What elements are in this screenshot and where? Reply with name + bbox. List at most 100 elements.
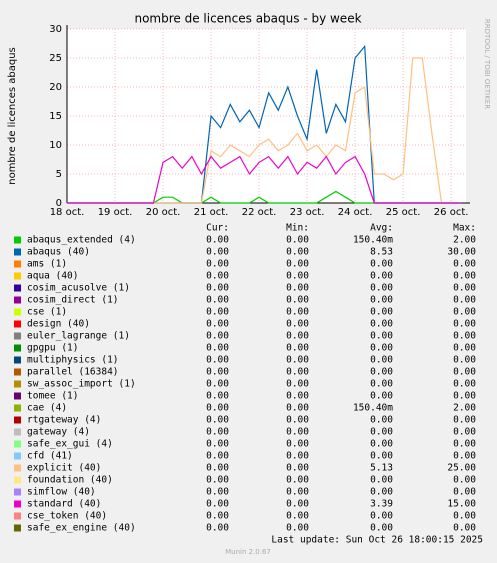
legend-value: 0.00	[286, 319, 309, 330]
legend-value: 0.00	[370, 271, 393, 282]
x-tick-label: 25 oct.	[386, 207, 421, 218]
legend-value: 0.00	[370, 451, 393, 462]
legend-value: 0.00	[370, 259, 393, 270]
legend-label: design (40)	[27, 319, 90, 330]
legend-value: 0.00	[453, 391, 476, 402]
series-line	[67, 155, 461, 204]
legend-header: Max:	[453, 223, 476, 234]
legend-value: 0.00	[370, 391, 393, 402]
legend-value: 0.00	[370, 319, 393, 330]
legend-value: 0.00	[453, 475, 476, 486]
legend-label: cfd (41)	[27, 451, 73, 462]
legend-swatch	[14, 248, 21, 256]
legend-swatch	[14, 272, 21, 280]
legend-swatch	[14, 356, 21, 364]
y-tick-label: 25	[49, 53, 62, 64]
legend-value: 0.00	[370, 331, 393, 342]
legend-value: 8.53	[370, 247, 393, 258]
legend-value: 0.00	[206, 259, 229, 270]
legend-swatch	[14, 368, 21, 376]
chart-title: nombre de licences abaqus - by week	[134, 12, 361, 26]
legend-value: 0.00	[206, 475, 229, 486]
legend-value: 150.40m	[353, 235, 393, 246]
legend-value: 15.00	[447, 499, 476, 510]
legend-value: 0.00	[206, 415, 229, 426]
legend-swatch	[14, 332, 21, 340]
legend-label: aqua (40)	[27, 271, 78, 282]
y-tick-label: 10	[49, 140, 62, 151]
y-axis-label: nombre de licences abaqus	[7, 47, 18, 185]
legend-value: 0.00	[370, 307, 393, 318]
legend-value: 0.00	[206, 367, 229, 378]
legend-value: 0.00	[286, 439, 309, 450]
legend-label: abaqus (40)	[27, 247, 90, 258]
legend-label: gateway (4)	[27, 427, 90, 438]
legend-label: safe_ex_engine (40)	[27, 523, 136, 534]
legend-value: 0.00	[286, 487, 309, 498]
legend-header: Cur:	[206, 223, 229, 234]
legend-value: 0.00	[206, 427, 229, 438]
legend-label: cse (1)	[27, 307, 67, 318]
legend-value: 0.00	[370, 475, 393, 486]
legend-label: multiphysics (1)	[27, 355, 119, 366]
legend-value: 3.39	[370, 499, 393, 510]
legend-value: 0.00	[453, 343, 476, 354]
legend-value: 0.00	[286, 343, 309, 354]
y-tick-label: 5	[56, 169, 62, 180]
legend-label: cosim_acusolve (1)	[27, 283, 130, 294]
legend-value: 0.00	[453, 451, 476, 462]
legend-value: 2.00	[453, 235, 476, 246]
legend-label: sw_assoc_import (1)	[27, 379, 136, 390]
legend-value: 0.00	[206, 499, 229, 510]
legend-swatch	[14, 428, 21, 436]
legend-value: 0.00	[286, 523, 309, 534]
legend-value: 0.00	[370, 283, 393, 294]
legend-value: 25.00	[447, 463, 476, 474]
legend-value: 0.00	[206, 523, 229, 534]
legend-swatch	[14, 524, 21, 532]
legend-swatch	[14, 404, 21, 412]
legend-value: 0.00	[286, 295, 309, 306]
legend-swatch	[14, 320, 21, 328]
legend-value: 0.00	[453, 367, 476, 378]
legend-swatch	[14, 380, 21, 388]
x-tick-label: 18 oct.	[50, 207, 85, 218]
legend-value: 0.00	[286, 415, 309, 426]
legend-value: 0.00	[453, 295, 476, 306]
legend-value: 0.00	[206, 247, 229, 258]
legend-value: 0.00	[206, 271, 229, 282]
legend-value: 0.00	[453, 439, 476, 450]
legend-value: 0.00	[206, 463, 229, 474]
legend-value: 0.00	[286, 271, 309, 282]
legend-value: 0.00	[453, 271, 476, 282]
legend-value: 0.00	[286, 451, 309, 462]
legend-value: 0.00	[370, 439, 393, 450]
legend-value: 0.00	[370, 343, 393, 354]
legend-value: 0.00	[453, 415, 476, 426]
legend-value: 0.00	[453, 307, 476, 318]
legend-value: 0.00	[206, 331, 229, 342]
legend-value: 0.00	[206, 235, 229, 246]
legend-value: 0.00	[286, 427, 309, 438]
legend-label: cse_token (40)	[27, 511, 107, 522]
legend-value: 0.00	[370, 295, 393, 306]
legend-value: 0.00	[286, 403, 309, 414]
legend-swatch	[14, 392, 21, 400]
legend-value: 2.00	[453, 403, 476, 414]
legend-value: 0.00	[206, 283, 229, 294]
legend-value: 0.00	[370, 523, 393, 534]
legend-value: 0.00	[370, 511, 393, 522]
legend-value: 0.00	[370, 427, 393, 438]
legend-value: 0.00	[453, 427, 476, 438]
legend-value: 0.00	[370, 379, 393, 390]
legend-swatch	[14, 488, 21, 496]
legend-swatch	[14, 452, 21, 460]
legend-label: euler_lagrange (1)	[27, 331, 130, 342]
legend-swatch	[14, 296, 21, 304]
legend-label: parallel (16384)	[27, 367, 119, 378]
legend-value: 0.00	[286, 499, 309, 510]
x-tick-label: 21 oct.	[194, 207, 229, 218]
legend-value: 0.00	[206, 487, 229, 498]
legend-value: 0.00	[286, 283, 309, 294]
